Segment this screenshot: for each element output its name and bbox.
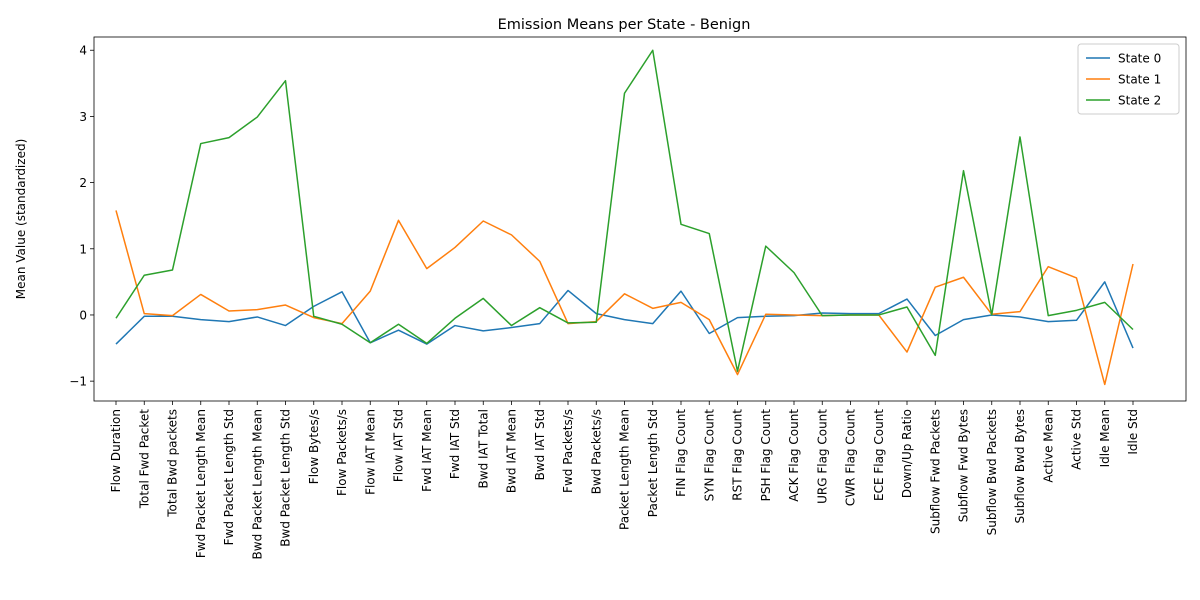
series-line-1 — [115, 210, 1134, 386]
x-tick-label: Bwd Packets/s — [589, 409, 603, 494]
x-tick-label: CWR Flag Count — [844, 409, 858, 506]
y-ticks: −1 0 1 2 3 4 — [69, 44, 94, 389]
x-tick-label: Bwd Packet Length Std — [279, 409, 293, 547]
x-tick-label: Flow Duration — [109, 409, 123, 492]
x-tick-label: Active Mean — [1041, 409, 1055, 483]
legend-label-0: State 0 — [1118, 52, 1161, 66]
x-tick-label: Packet Length Std — [646, 409, 660, 517]
y-tick-label: 3 — [79, 110, 87, 124]
legend-label-2: State 2 — [1118, 94, 1161, 108]
x-tick-label: Flow IAT Mean — [363, 409, 377, 495]
x-tick-label: Flow Packets/s — [335, 409, 349, 496]
legend-label-1: State 1 — [1118, 73, 1161, 87]
y-tick-label: 1 — [79, 242, 87, 256]
x-tick-label: Bwd Packet Length Mean — [250, 409, 264, 559]
x-tick-label: Fwd IAT Mean — [420, 409, 434, 492]
x-tick-label: Bwd IAT Total — [476, 409, 490, 488]
x-tick-label: Fwd Packets/s — [561, 409, 575, 493]
series-lines — [115, 49, 1134, 386]
y-axis-label: Mean Value (standardized) — [14, 139, 28, 300]
y-tick-label: 4 — [79, 44, 87, 58]
x-tick-label: ECE Flag Count — [872, 409, 886, 501]
x-tick-label: Total Bwd packets — [166, 409, 180, 518]
x-tick-label: Fwd Packet Length Std — [222, 409, 236, 545]
x-tick-label: Fwd IAT Std — [448, 409, 462, 479]
x-tick-label: Subflow Bwd Packets — [985, 409, 999, 535]
x-tick-label: Subflow Fwd Packets — [928, 409, 942, 534]
x-tick-label: SYN Flag Count — [702, 409, 716, 502]
x-tick-label: Flow IAT Std — [392, 409, 406, 482]
x-tick-label: PSH Flag Count — [759, 409, 773, 502]
series-line-0 — [115, 281, 1134, 349]
x-tick-label: Idle Mean — [1098, 409, 1112, 467]
x-tick-label: Subflow Bwd Bytes — [1013, 409, 1027, 524]
axes — [93, 36, 1187, 402]
y-tick-label: 2 — [79, 176, 87, 190]
x-tick-label: Flow Bytes/s — [307, 409, 321, 484]
x-tick-label: Idle Std — [1126, 409, 1140, 455]
x-tick-label: Bwd IAT Std — [533, 409, 547, 480]
x-tick-label: URG Flag Count — [815, 409, 829, 504]
x-ticks: Flow Duration Total Fwd Packet Total Bwd p… — [109, 401, 1140, 559]
series-line-2 — [115, 49, 1134, 372]
x-tick-label: Total Fwd Packet — [137, 409, 151, 510]
x-tick-label: Bwd IAT Mean — [505, 409, 519, 493]
legend-box — [1077, 43, 1180, 115]
y-tick-label: 0 — [79, 308, 87, 322]
x-tick-label: ACK Flag Count — [787, 409, 801, 502]
x-tick-label: FIN Flag Count — [674, 409, 688, 497]
x-tick-label: Subflow Fwd Bytes — [957, 409, 971, 522]
y-tick-label: −1 — [69, 375, 87, 389]
x-tick-label: Fwd Packet Length Mean — [194, 409, 208, 558]
legend: State 0 State 1 State 2 — [1077, 43, 1180, 115]
x-tick-label: Active Std — [1070, 409, 1084, 470]
x-tick-label: Packet Length Mean — [618, 409, 632, 530]
x-tick-label: Down/Up Ratio — [900, 409, 914, 498]
plot-frame — [93, 36, 1187, 402]
chart-title: Emission Means per State - Benign — [498, 17, 751, 33]
x-tick-label: RST Flag Count — [731, 409, 745, 501]
